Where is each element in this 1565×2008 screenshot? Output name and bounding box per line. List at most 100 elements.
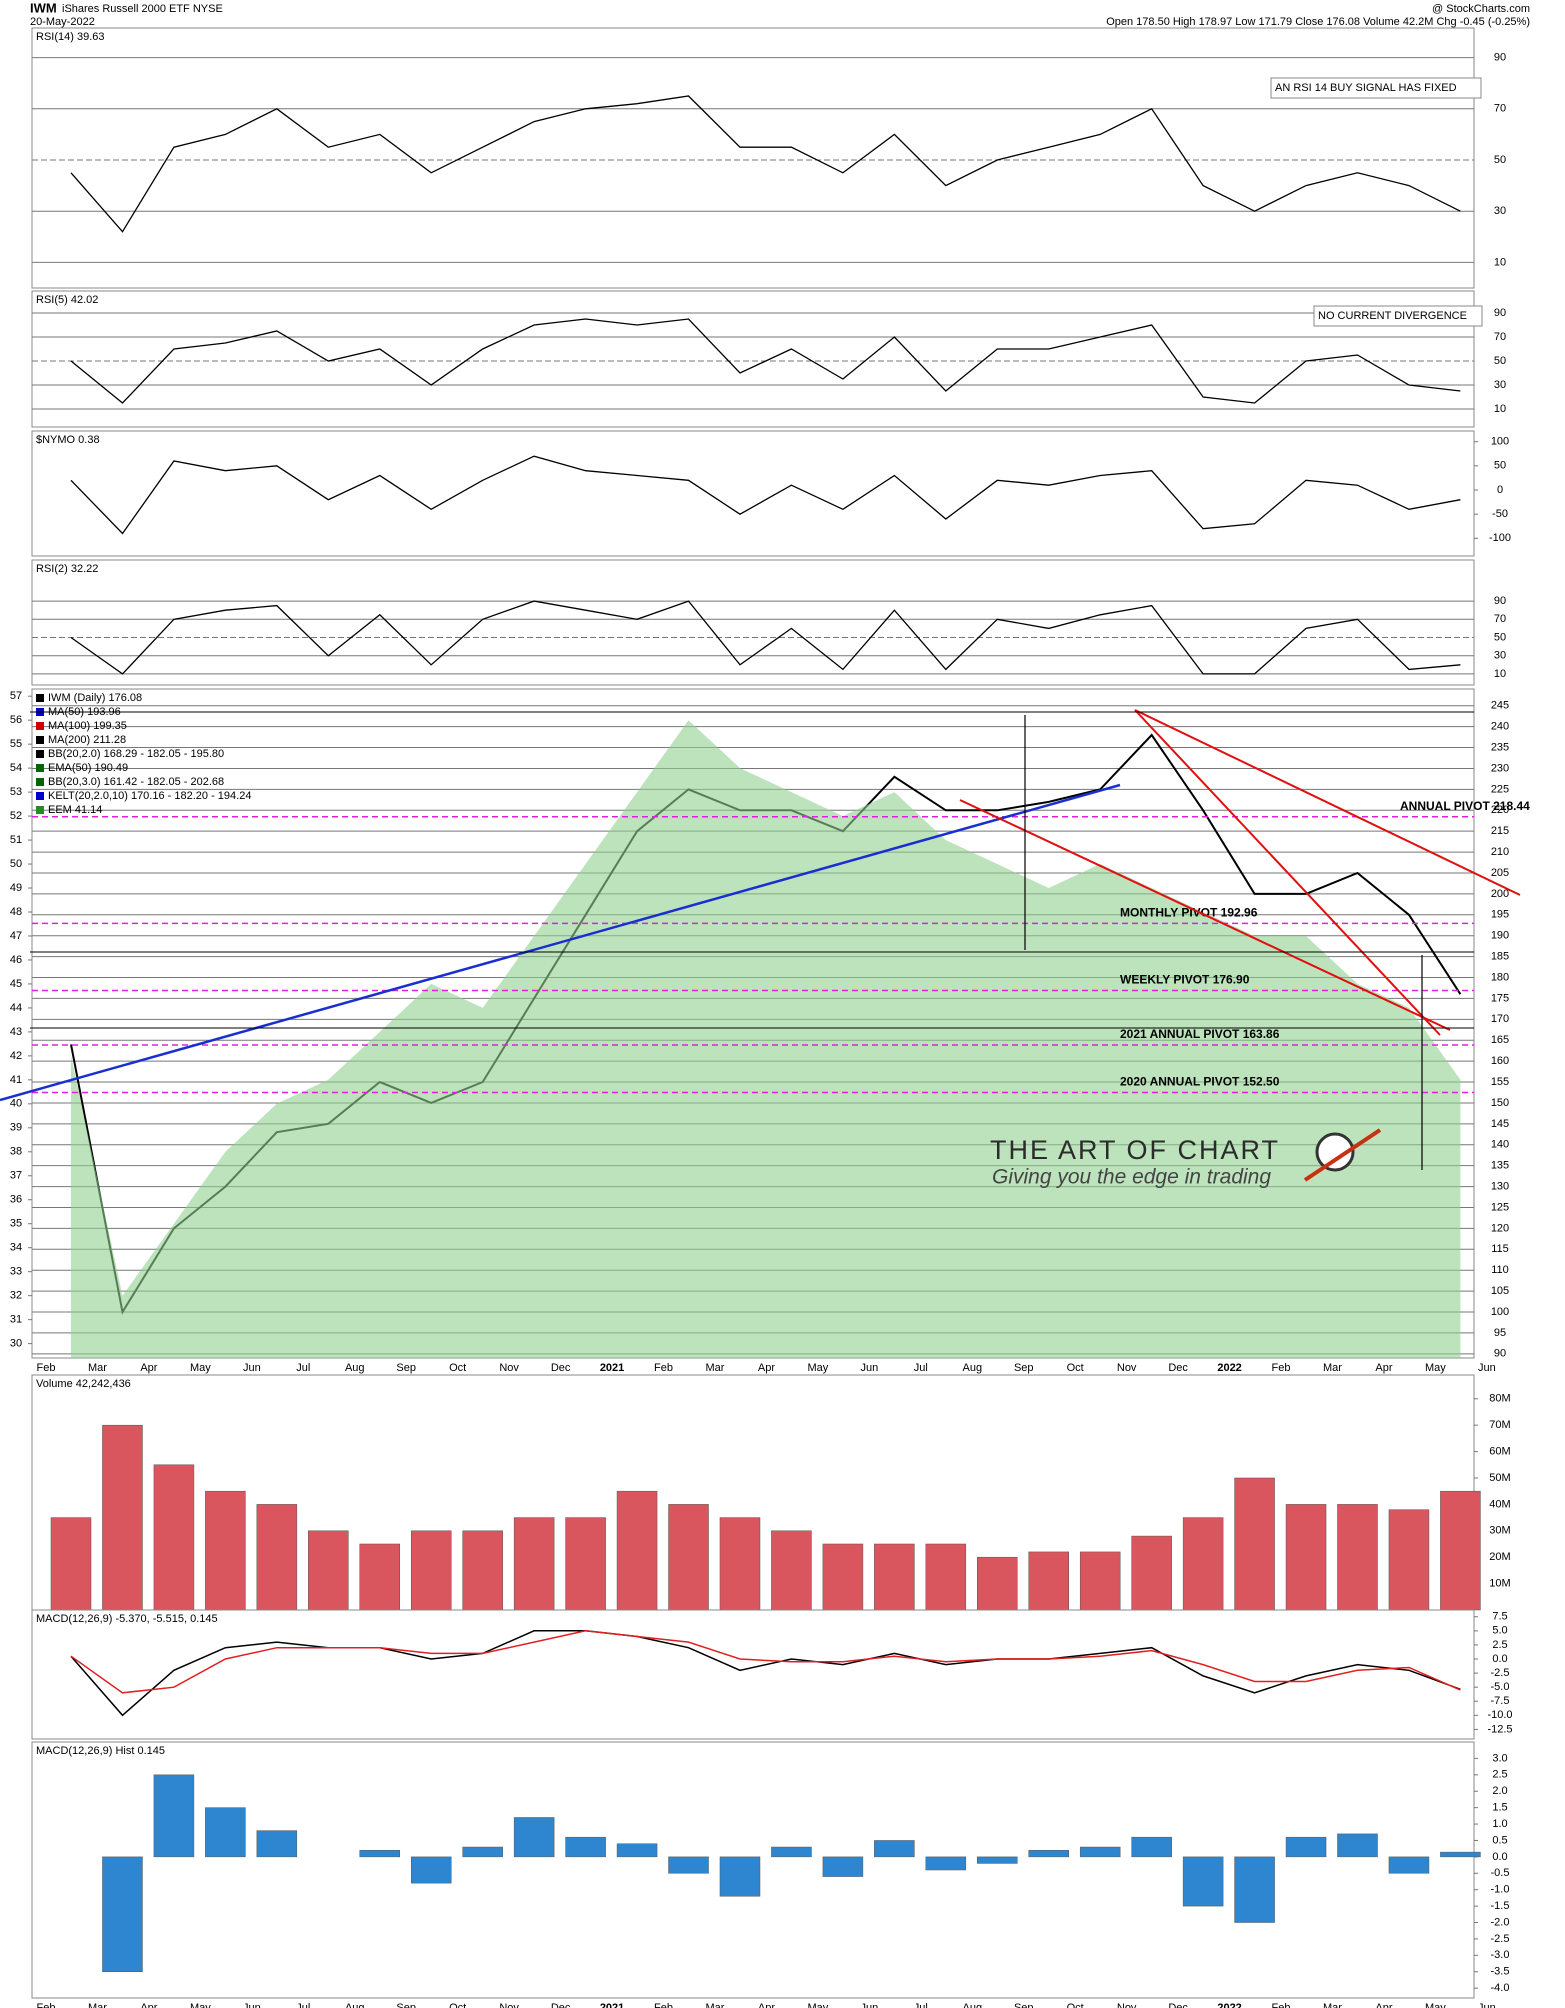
y2-tick-label: 40 [10, 1098, 22, 1110]
panel-frame [31, 559, 1475, 686]
line [70, 455, 1461, 535]
y-tick-label: 200 [1491, 888, 1509, 900]
bar [1182, 1856, 1224, 1907]
bar [410, 1530, 452, 1611]
bar [977, 1856, 1018, 1864]
bar [462, 1530, 503, 1611]
x-tick-label: Feb [1272, 2002, 1291, 2008]
bar [410, 1856, 452, 1884]
bar [1234, 1477, 1275, 1611]
y2-tick-label: 38 [10, 1146, 22, 1158]
bar [256, 1830, 298, 1858]
y-tick-label: -2.5 [1491, 1667, 1510, 1679]
y-tick-label: 10 [1494, 403, 1506, 415]
x-tick-label: Apr [1375, 2002, 1392, 2008]
bar [359, 1850, 401, 1858]
quote: Open 178.50 High 178.97 Low 171.79 Close… [1106, 16, 1530, 28]
x-tick-label: 2021 [600, 2002, 624, 2008]
bar [1079, 1551, 1121, 1611]
bar [1337, 1833, 1378, 1858]
y-tick-label: 70M [1489, 1419, 1510, 1431]
area [71, 720, 1461, 1358]
y-tick-label: -3.0 [1491, 1949, 1510, 1961]
panel-title: MACD(12,26,9) -5.370, -5.515, 0.145 [36, 1613, 218, 1625]
y-tick-label: 30M [1489, 1525, 1510, 1537]
y2-tick-label: 34 [10, 1242, 22, 1254]
y-tick-label: 20M [1489, 1551, 1510, 1563]
y2-tick-label: 43 [10, 1026, 22, 1038]
pivot-label: MONTHLY PIVOT 192.96 [1120, 905, 1258, 919]
bar [513, 1517, 555, 1611]
x-tick-label: Mar [1323, 1362, 1342, 1374]
y-tick-label: -1.0 [1491, 1884, 1510, 1896]
y-tick-label: 105 [1491, 1285, 1509, 1297]
legend-swatch [36, 722, 44, 730]
bar [1079, 1846, 1121, 1858]
bar [1234, 1856, 1275, 1923]
x-tick-label: Jul [914, 2002, 928, 2008]
y-tick-label: 135 [1491, 1160, 1509, 1172]
bar [513, 1817, 555, 1858]
x-tick-label: Apr [758, 2002, 775, 2008]
x-tick-label: Oct [449, 1362, 466, 1374]
bar [719, 1517, 761, 1611]
y-tick-label: -50 [1492, 508, 1508, 520]
bar [205, 1807, 246, 1858]
x-tick-label: Aug [962, 1362, 982, 1374]
x-tick-label: Oct [449, 2002, 466, 2008]
panel-title: MACD(12,26,9) Hist 0.145 [36, 1745, 165, 1757]
y-tick-label: 0 [1497, 484, 1503, 496]
y-tick-label: 50 [1494, 154, 1506, 166]
x-tick-label: Sep [396, 1362, 416, 1374]
bar [925, 1856, 967, 1871]
y2-tick-label: 36 [10, 1194, 22, 1206]
y-tick-label: 70 [1494, 331, 1506, 343]
bar [462, 1846, 503, 1858]
y-tick-label: 1.0 [1492, 1818, 1507, 1830]
y-tick-label: 165 [1491, 1034, 1509, 1046]
y-tick-label: -7.5 [1491, 1695, 1510, 1707]
y-tick-label: 1.5 [1492, 1802, 1507, 1814]
x-tick-label: May [1425, 1362, 1446, 1374]
x-tick-label: Feb [37, 1362, 56, 1374]
y-tick-label: 150 [1491, 1097, 1509, 1109]
y-tick-label: 0.0 [1492, 1851, 1507, 1863]
x-tick-label: Mar [88, 1362, 107, 1374]
y-tick-label: 205 [1491, 867, 1509, 879]
pivot-label: 2021 ANNUAL PIVOT 163.86 [1120, 1027, 1280, 1041]
bar [1440, 1851, 1481, 1858]
y-tick-label: 0.5 [1492, 1834, 1507, 1846]
y-tick-label: 90 [1494, 595, 1506, 607]
y-tick-label: 215 [1491, 825, 1509, 837]
bar [822, 1856, 864, 1877]
line [70, 600, 1461, 675]
legend-entry: BB(20,2.0) 168.29 - 182.05 - 195.80 [48, 748, 224, 760]
bar [1285, 1836, 1327, 1858]
bar [1440, 1490, 1481, 1611]
x-tick-label: Oct [1067, 2002, 1084, 2008]
y-tick-label: 130 [1491, 1180, 1509, 1192]
bar [925, 1543, 967, 1611]
x-tick-label: Apr [140, 1362, 157, 1374]
x-tick-label: Jul [296, 2002, 310, 2008]
y2-tick-label: 33 [10, 1266, 22, 1278]
panel-title: Volume 42,242,436 [36, 1378, 131, 1390]
x-tick-label: Nov [499, 2002, 519, 2008]
x-tick-label: Jul [296, 1362, 310, 1374]
y-tick-label: 10 [1494, 256, 1506, 268]
y2-tick-label: 48 [10, 906, 22, 918]
x-tick-label: 2022 [1217, 2002, 1241, 2008]
y2-tick-label: 42 [10, 1050, 22, 1062]
trendlines [0, 709, 1521, 1170]
logo-tagline: Giving you the edge in trading [992, 1166, 1271, 1189]
logo-title: THE ART OF CHART [990, 1135, 1280, 1165]
bar [874, 1840, 915, 1858]
bar [616, 1843, 658, 1858]
annotation: AN RSI 14 BUY SIGNAL HAS FIXED [1275, 82, 1457, 94]
y2-tick-label: 31 [10, 1314, 22, 1326]
bar [1182, 1517, 1224, 1611]
y2-tick-label: 52 [10, 810, 22, 822]
bar [1388, 1856, 1430, 1874]
bar [1131, 1535, 1172, 1611]
y-tick-label: 145 [1491, 1118, 1509, 1130]
